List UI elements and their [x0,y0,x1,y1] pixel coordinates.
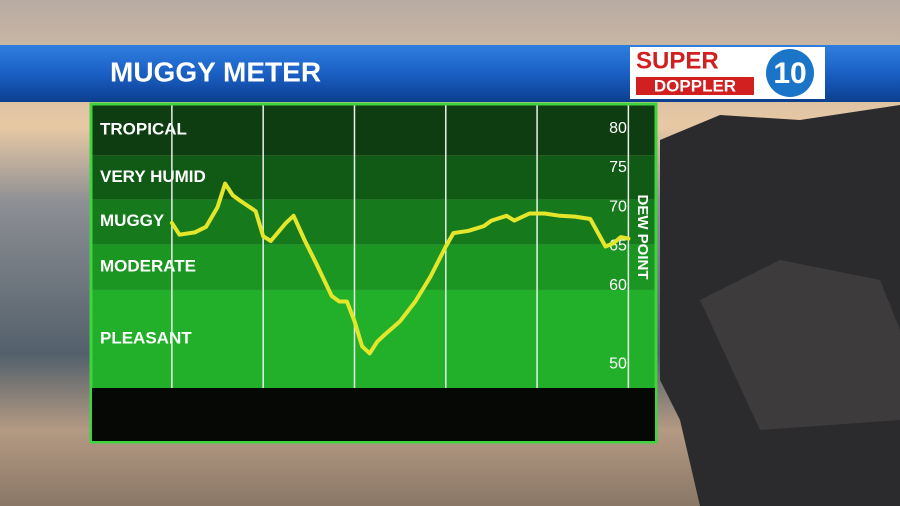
logo-text: SUPER [636,47,719,74]
band-label: TROPICAL [100,120,187,139]
y-tick-label: 60 [609,277,627,294]
data-line [169,181,631,356]
band [92,289,655,388]
y-tick-label: 70 [609,198,627,215]
band-label: VERY HUMID [100,167,206,186]
y-tick-label: 75 [609,159,627,176]
band [92,244,655,290]
rocks [700,260,900,430]
logo-number: 10 [773,57,806,90]
chart-title: MUGGY METER [110,56,321,87]
x-label-strip [92,388,655,441]
logo-text: DOPPLER [654,76,736,95]
y-axis-label: DEW POINT [634,195,651,280]
y-tick-label: 50 [609,356,627,373]
band [92,105,655,156]
logo-strip [636,77,754,95]
panel-border [89,102,658,444]
band-label: MODERATE [100,256,196,275]
y-tick-label: 80 [609,120,627,137]
band-label: PLEASANT [100,328,192,347]
band [92,199,655,245]
band [92,155,655,200]
logo-circle [766,49,814,97]
band-label: MUGGY [100,211,165,230]
